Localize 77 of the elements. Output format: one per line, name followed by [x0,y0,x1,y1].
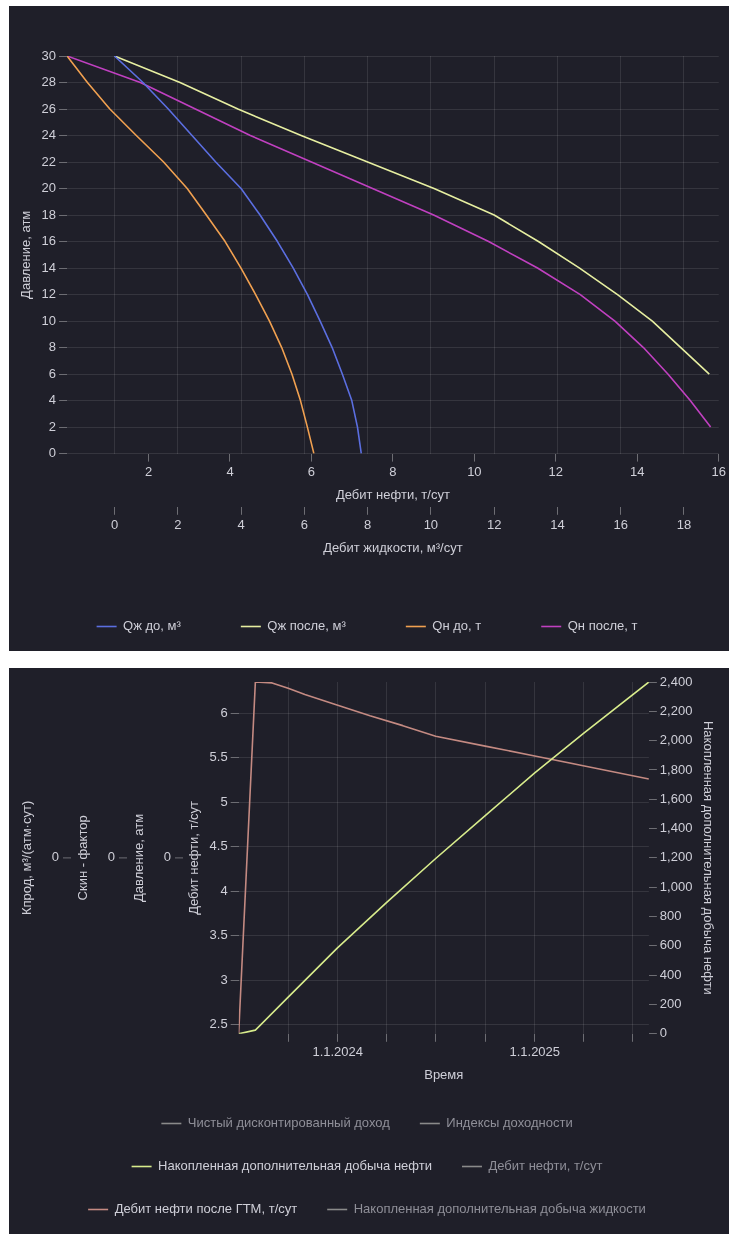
x2-tick-label: 8 [363,517,372,533]
y2-tick-label: 0 [659,1025,668,1041]
y-tick-label: 2.5 [209,1016,228,1032]
y2-tick-label: 1,800 [659,761,693,777]
legend-label: Qн после, т [567,618,638,634]
y-tick-label: 20 [41,180,57,196]
y2-tick-label: 2,200 [659,702,693,718]
x2-tick-label: 14 [550,517,565,533]
y2-tick-label: 600 [659,937,682,953]
x-axis-title: Дебит нефти, т/сут [335,486,450,502]
x2-tick-label: 4 [237,517,245,533]
x2-tick-label: 6 [300,517,308,533]
y-tick-label: 3 [220,971,228,987]
y2-axis-title: Накопленная дополнительная добыча нефти [700,720,716,995]
y2-tick-label: 2,400 [659,673,693,689]
y2-tick-label: 1,000 [659,878,693,894]
y-tick-label: 5.5 [209,749,228,765]
x-tick-label: 6 [307,463,316,479]
y2-tick-label: 1,200 [659,849,693,865]
y-tick-label: 4 [48,392,57,408]
y-tick-label: 6 [220,704,228,720]
legend-label: Qн до, т [432,618,482,634]
x2-tick-label: 12 [486,517,502,533]
y-tick-label: 30 [41,47,57,63]
y-tick-label: 4.5 [209,838,228,854]
x2-tick-label: 0 [110,517,119,533]
text: 0 [107,849,115,865]
x-tick-label: 1.1.2024 [312,1044,364,1060]
legend-label: Дебит нефти, т/сут [488,1158,603,1174]
text: 0 [163,849,171,865]
y-tick-label: 22 [41,153,57,169]
y-tick-label: 28 [41,74,57,90]
x-tick-label: 8 [389,463,397,479]
legend-label: Индексы доходности [446,1115,573,1131]
y-tick-label: 5 [220,793,228,809]
y-tick-label: 0 [48,445,57,461]
y2-tick-label: 200 [659,996,682,1012]
x-tick-label: 1.1.2025 [509,1044,561,1060]
legend-label: Дебит нефти после ГТМ, т/сут [114,1201,298,1217]
y-tick-label: 4 [220,882,228,898]
y-tick-label: 24 [41,127,57,143]
y-tick-label: 2 [48,418,57,434]
y2-tick-label: 1,600 [659,790,693,806]
y-tick-label: 3.5 [209,927,228,943]
legend-label: Чистый дисконтированный доход [187,1115,391,1131]
y2-tick-label: 800 [659,908,682,924]
x-tick-label: 12 [548,463,564,479]
x2-tick-label: 10 [423,517,439,533]
legend-label: Накопленная дополнительная добыча жидкости [353,1201,646,1217]
y-tick-label: 16 [41,233,57,249]
legend-label: Qж после, м³ [267,618,347,634]
x-axis-title: Время [424,1066,464,1082]
x2-tick-label: 2 [174,517,182,533]
legend-label: Qж до, м³ [123,618,182,634]
x-tick-label: 10 [467,463,482,479]
y2-tick-label: 2,000 [659,732,693,748]
y2-tick-label: 1,400 [659,820,693,836]
x-tick-label: 2 [144,463,153,479]
x2-tick-label: 16 [613,517,628,533]
y-tick-label: 26 [41,100,57,116]
y2-tick-label: 400 [659,966,682,982]
text: Скин - фактор [74,815,90,901]
x-tick-label: 14 [630,463,645,479]
y-axis-title: Давление, атм [18,210,34,299]
text: Давление, атм [130,813,146,902]
y-tick-label: 10 [41,312,57,328]
y-tick-label: 8 [48,339,57,355]
y-tick-label: 6 [48,365,57,381]
y-tick-label: 18 [41,206,57,222]
legend-label: Накопленная дополнительная добыча нефти [158,1158,432,1174]
y-axis-title: Дебит нефти, т/сут [186,800,202,915]
x2-tick-label: 18 [676,517,692,533]
text: Кпрод, м³/(атм·сут) [18,800,34,916]
x2-axis-title: Дебит жидкости, м³/сут [323,539,463,555]
x-tick-label: 16 [711,463,726,479]
y-tick-label: 12 [41,286,57,302]
y-tick-label: 14 [41,259,57,275]
